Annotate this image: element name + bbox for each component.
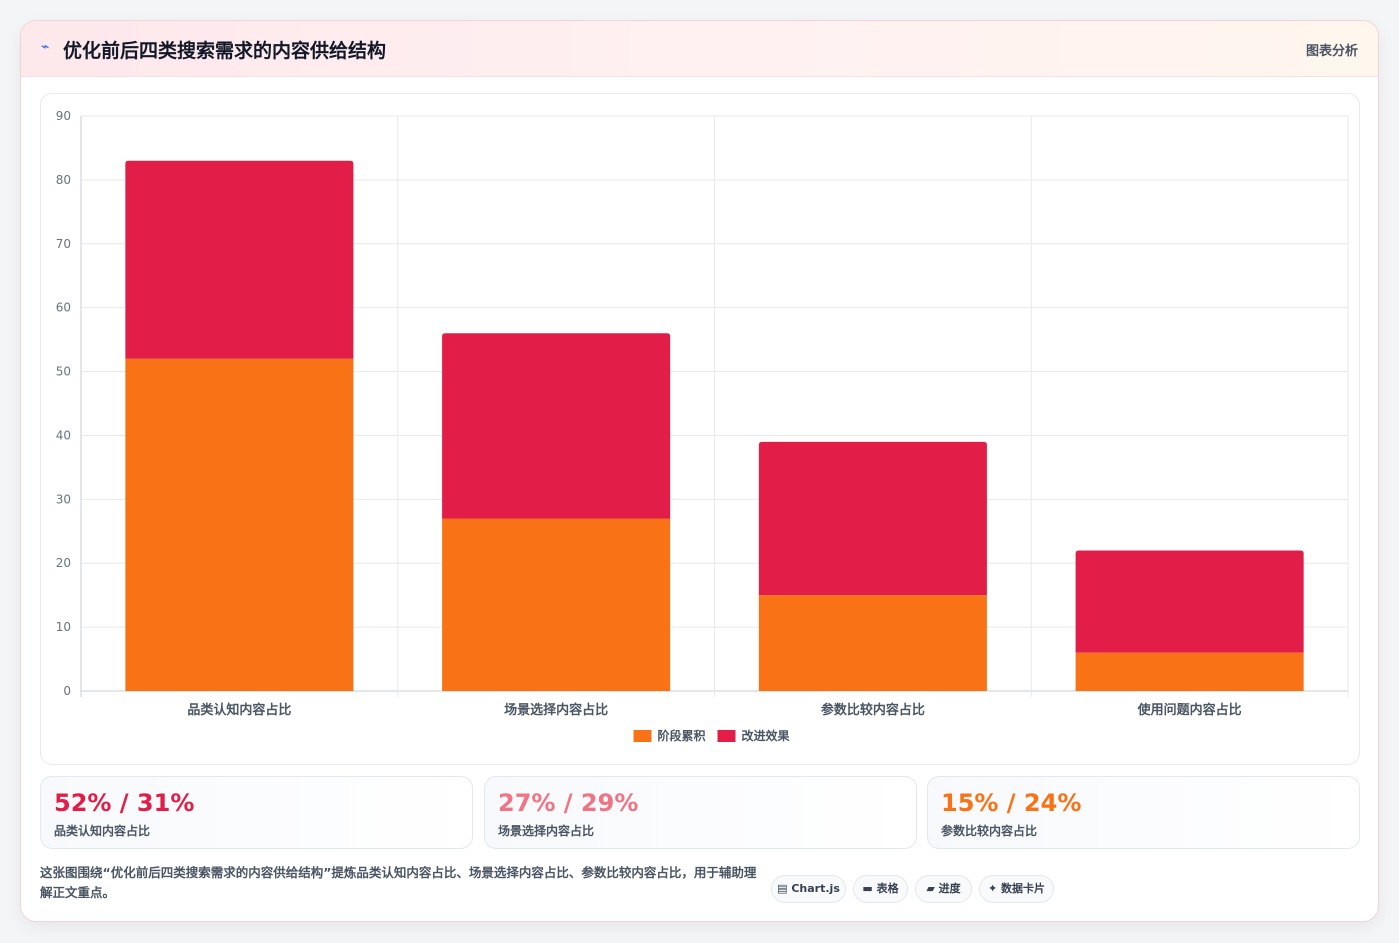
- card-header: ⌁ 优化前后四类搜索需求的内容供给结构 图表分析: [21, 21, 1378, 77]
- chart-line-icon: ⌁: [41, 39, 50, 55]
- card-icon: ✦: [987, 882, 998, 895]
- y-tick-label: 40: [56, 428, 71, 442]
- tag-label: Chart.js: [791, 882, 840, 895]
- progress-icon: ▰: [926, 882, 935, 895]
- stacked-bar-chart: 0 10 20 30 40 50 60 70 80 90 品类认知内容占比 场景选择内容占比 参数比较内…: [56, 109, 1349, 743]
- x-tick-label: 品类认知内容占比: [187, 702, 291, 718]
- x-tick-label: 使用问题内容占比: [1137, 702, 1242, 718]
- legend-label: 改进效果: [742, 728, 790, 743]
- bar-segment-1: [442, 518, 671, 691]
- tag-label: 数据卡片: [1001, 882, 1046, 895]
- y-tick-label: 10: [56, 620, 71, 634]
- stat-value: 15% / 24%: [941, 789, 1082, 817]
- y-tick-label: 20: [56, 556, 71, 570]
- chart-analysis-link[interactable]: 图表分析: [1305, 44, 1358, 59]
- y-tick-label: 30: [56, 492, 71, 506]
- x-tick-label: 参数比较内容占比: [821, 702, 925, 718]
- bar-segment-1: [125, 358, 354, 691]
- tag-table[interactable]: ▬ 表格: [853, 875, 908, 903]
- tag-label: 表格: [876, 882, 899, 895]
- stat-card-3: 15% / 24% 参数比较内容占比: [927, 776, 1360, 849]
- tag-label: 进度: [938, 882, 961, 895]
- tag-data-card[interactable]: ✦ 数据卡片: [979, 875, 1054, 903]
- y-tick-label: 80: [56, 173, 71, 187]
- y-tick-label: 70: [56, 237, 71, 251]
- page-title: 优化前后四类搜索需求的内容供给结构: [63, 40, 387, 62]
- chart-description: 这张图围绕“优化前后四类搜索需求的内容供给结构”提炼品类认知内容占比、场景选择内…: [40, 865, 757, 900]
- chart-icon: ▤: [777, 882, 788, 895]
- stat-value: 52% / 31%: [54, 789, 195, 817]
- bar-segment-2: [1075, 550, 1304, 653]
- y-tick-label: 60: [56, 301, 71, 315]
- bar-segment-1: [758, 595, 987, 691]
- tag-progress[interactable]: ▰ 进度: [915, 875, 972, 903]
- chart-card: ⌁ 优化前后四类搜索需求的内容供给结构 图表分析 0 10 20 30 40 50 60 70…: [20, 20, 1379, 922]
- legend-label: 阶段累积: [658, 728, 706, 743]
- legend-swatch: [633, 730, 652, 742]
- legend-swatch: [717, 730, 736, 742]
- stat-card-1: 52% / 31% 品类认知内容占比: [40, 776, 473, 849]
- bar-segment-2: [758, 441, 987, 596]
- bar-segment-1: [1075, 652, 1304, 691]
- stat-card-2: 27% / 29% 场景选择内容占比: [484, 776, 917, 849]
- bar-segment-2: [442, 333, 671, 519]
- stat-value: 27% / 29%: [498, 789, 639, 817]
- y-tick-label: 90: [56, 109, 71, 123]
- bar-segment-2: [125, 160, 354, 359]
- y-tick-label: 0: [63, 684, 71, 698]
- chart-panel: 0 10 20 30 40 50 60 70 80 90 品类认知内容占比 场景选择内容占比 参数比较内…: [40, 93, 1360, 765]
- table-icon: ▬: [862, 882, 873, 895]
- stat-label: 场景选择内容占比: [498, 824, 595, 838]
- stat-label: 参数比较内容占比: [941, 824, 1038, 838]
- stat-label: 品类认知内容占比: [54, 824, 151, 838]
- y-tick-label: 50: [56, 365, 71, 379]
- tag-chartjs[interactable]: ▤ Chart.js: [771, 875, 846, 903]
- x-tick-label: 场景选择内容占比: [504, 702, 608, 718]
